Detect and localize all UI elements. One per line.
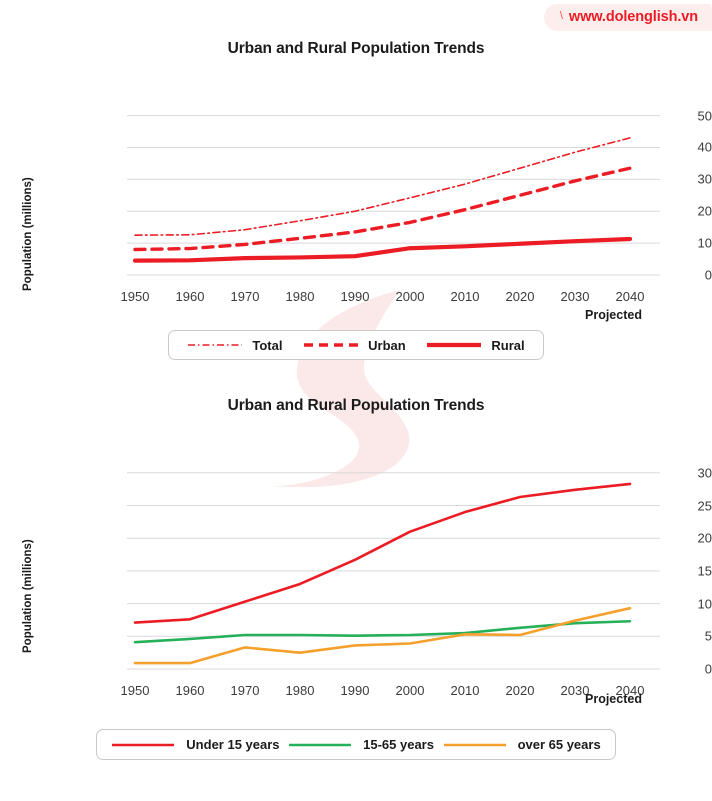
legend-swatch-over-65	[443, 743, 506, 746]
legend-swatch-rural	[427, 342, 482, 348]
chart-2-y-tick: 25	[697, 498, 712, 513]
chart-1: Urban and Rural Population Trends Popula…	[0, 38, 712, 358]
chart-2-x-tick: 2000	[395, 683, 425, 698]
watermark-tick-icon: \	[559, 9, 563, 22]
chart-1-projected-note: Projected	[585, 308, 642, 322]
chart-2-y-tick: 10	[697, 596, 712, 612]
chart-1-series-line	[133, 166, 632, 252]
chart-1-x-tick: 2030	[560, 289, 590, 304]
chart-2-x-tick: 1970	[230, 683, 260, 698]
chart-1-legend[interactable]: Total Urban Rural	[168, 330, 544, 360]
legend-item-15-65[interactable]: 15-65 years	[288, 737, 434, 752]
chart-1-x-tick: 1960	[175, 289, 205, 304]
chart-2-x-tick: 2030	[560, 683, 590, 698]
chart-1-tick-layer: 0 10 20 30 40 50 1950 1960 1970 1980 1990 2000 2010 2…	[0, 60, 712, 320]
chart-2-x-tick: 1990	[340, 683, 370, 698]
chart-1-title: Urban and Rural Population Trends	[227, 40, 485, 57]
chart-2: Urban and Rural Population Trends Popula…	[0, 395, 712, 785]
chart-1-y-tick: 0	[704, 267, 712, 283]
chart-1-x-tick: 1950	[120, 289, 150, 304]
legend-item-over-65[interactable]: over 65 years	[443, 737, 601, 752]
chart-2-series-line	[133, 606, 632, 665]
legend-item-under-15[interactable]: Under 15 years	[111, 737, 280, 752]
chart-1-series-line	[134, 137, 631, 236]
legend-item-total[interactable]: Total	[187, 338, 282, 353]
legend-label-rural: Rural	[491, 337, 525, 353]
chart-2-series-line	[133, 619, 632, 644]
site-watermark-badge: \ www.dolenglish.vn	[543, 4, 712, 31]
chart-1-x-tick: 1990	[340, 289, 370, 304]
chart-1-y-tick: 20	[697, 203, 712, 219]
chart-2-y-tick: 20	[697, 530, 712, 546]
chart-2-x-tick: 1980	[285, 683, 315, 698]
chart-1-plot-area: Population (millions) 0 10 20 30 40 50 1950 196…	[0, 60, 712, 320]
chart-1-y-tick: 40	[697, 139, 712, 155]
legend-label-total: Total	[252, 337, 283, 353]
chart-2-x-tick: 2010	[450, 683, 480, 698]
chart-2-y-tick: 0	[704, 661, 712, 677]
chart-1-y-tick: 50	[697, 108, 712, 124]
chart-2-x-tick: 1960	[175, 683, 205, 698]
legend-swatch-total	[188, 344, 243, 346]
chart-2-y-tick: 15	[697, 563, 712, 579]
legend-swatch-under-15	[112, 743, 175, 746]
chart-2-x-tick: 2040	[615, 683, 645, 698]
legend-swatch-urban	[304, 343, 359, 347]
legend-item-urban[interactable]: Urban	[303, 338, 406, 353]
chart-2-x-tick: 1950	[120, 683, 150, 698]
watermark-url-text: www.dolenglish.vn	[568, 9, 698, 25]
chart-1-x-tick: 2010	[450, 289, 480, 304]
chart-1-x-tick: 2020	[505, 289, 535, 304]
chart-2-series-line	[133, 482, 632, 624]
chart-2-x-tick: 2020	[505, 683, 535, 698]
legend-swatch-15-65	[289, 743, 352, 746]
chart-1-x-tick: 2040	[615, 289, 645, 304]
chart-2-tick-layer: 0 5 10 15 20 25 30 1950 1960 1970 1980 1990 2000 2010…	[0, 417, 712, 698]
chart-1-x-tick: 2000	[395, 289, 425, 304]
chart-1-y-tick: 30	[697, 171, 712, 187]
chart-2-legend[interactable]: Under 15 years 15-65 years over 65 years	[96, 729, 616, 760]
legend-label-15-65: 15-65 years	[363, 737, 434, 752]
chart-2-title: Urban and Rural Population Trends	[227, 397, 485, 414]
chart-1-x-tick: 1970	[230, 289, 260, 304]
chart-1-canvas	[127, 115, 660, 276]
chart-1-x-tick: 1980	[285, 289, 315, 304]
legend-label-over-65: over 65 years	[517, 737, 601, 752]
chart-2-canvas	[127, 472, 660, 670]
chart-2-y-tick: 30	[697, 465, 712, 481]
chart-2-projected-note: Projected	[585, 692, 642, 706]
legend-item-rural[interactable]: Rural	[426, 337, 525, 353]
legend-label-urban: Urban	[368, 337, 406, 353]
chart-2-y-tick: 5	[704, 628, 712, 644]
chart-2-plot-area: Population (millions) 0 5 10 15 20 25 30 1950 19…	[0, 417, 712, 698]
legend-label-under-15: Under 15 years	[186, 737, 280, 752]
chart-1-series-line	[132, 236, 633, 263]
chart-1-y-tick: 10	[697, 235, 712, 251]
